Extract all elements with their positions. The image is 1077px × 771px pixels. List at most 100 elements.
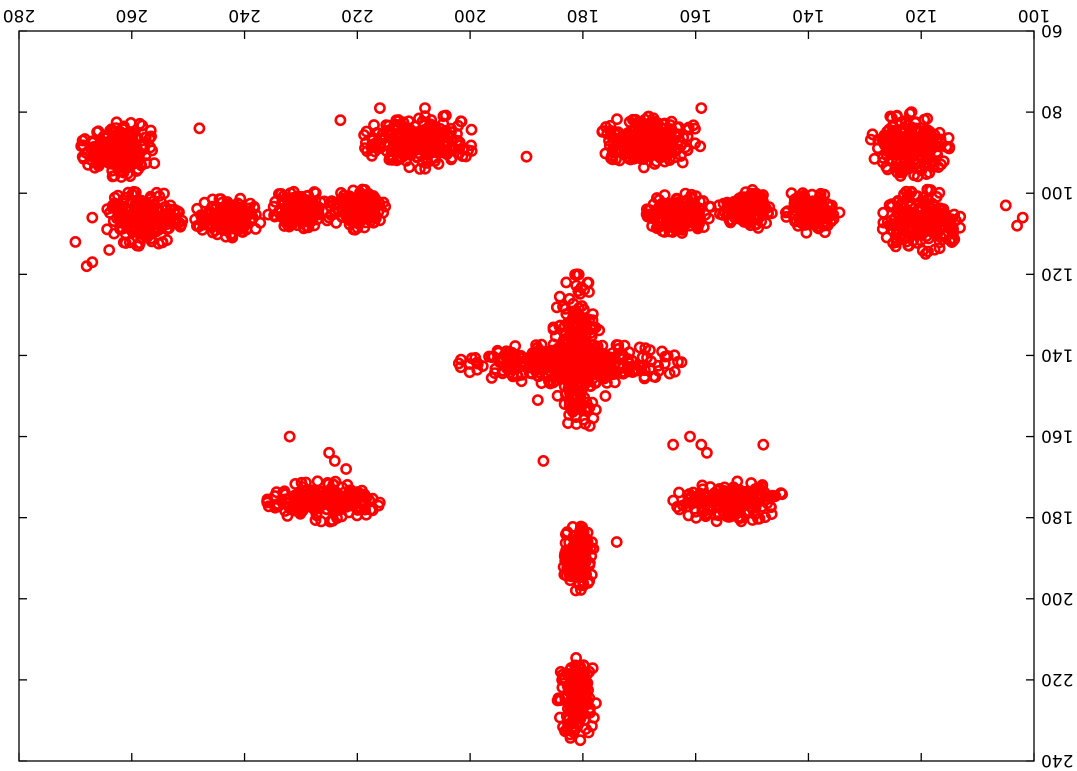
data-point xyxy=(355,488,368,501)
data-point xyxy=(546,345,559,358)
data-point xyxy=(529,364,542,377)
data-point xyxy=(393,153,406,165)
data-point xyxy=(323,446,335,459)
data-point xyxy=(880,132,893,144)
data-point xyxy=(676,156,689,169)
data-point xyxy=(356,183,369,196)
data-point xyxy=(595,357,607,369)
data-point xyxy=(283,430,296,443)
data-point xyxy=(723,486,735,499)
data-point xyxy=(476,360,489,373)
data-point xyxy=(328,455,341,467)
data-point xyxy=(572,559,585,572)
data-point xyxy=(124,223,137,236)
x-tick-label: 240 xyxy=(228,5,260,25)
data-point xyxy=(584,706,596,719)
data-point xyxy=(678,210,691,222)
data-point xyxy=(925,142,938,155)
data-point xyxy=(662,132,675,145)
x-tick-label: 280 xyxy=(3,5,35,25)
data-point xyxy=(668,365,681,378)
data-point xyxy=(340,463,352,475)
data-point xyxy=(607,351,620,364)
data-point xyxy=(324,197,337,209)
data-point xyxy=(657,214,670,227)
y-tick-labels: 60 80 100 120 140 160 180 200 220 240 xyxy=(1041,20,1073,770)
data-point xyxy=(699,208,712,221)
data-point xyxy=(402,145,414,158)
data-point xyxy=(891,152,904,165)
y-tick-label: 80 xyxy=(1041,101,1063,121)
data-point xyxy=(463,366,476,379)
data-point xyxy=(296,206,308,218)
data-point xyxy=(164,199,177,212)
data-point xyxy=(665,207,678,219)
data-point xyxy=(899,205,912,218)
y-tick-label: 140 xyxy=(1041,344,1073,364)
data-point xyxy=(572,543,585,556)
data-point xyxy=(899,115,912,127)
data-point xyxy=(152,237,165,250)
data-point xyxy=(130,197,143,209)
x-tick-label: 180 xyxy=(567,5,599,25)
data-point xyxy=(659,350,672,363)
data-point xyxy=(701,446,713,459)
data-point xyxy=(901,133,914,146)
data-point xyxy=(921,112,934,125)
data-point xyxy=(574,287,587,300)
data-point xyxy=(754,197,767,210)
data-point xyxy=(193,122,206,135)
data-point xyxy=(169,208,182,220)
data-point xyxy=(211,210,224,222)
data-point xyxy=(935,158,948,171)
data-point xyxy=(891,206,904,219)
data-point xyxy=(341,499,354,512)
x-tick-labels: 100 120 140 160 180 200 220 240 260 280 xyxy=(3,5,1050,25)
data-point xyxy=(673,486,685,499)
data-point xyxy=(904,220,916,233)
data-point xyxy=(553,320,566,333)
data-point xyxy=(780,211,793,223)
data-point xyxy=(433,136,446,149)
data-point xyxy=(523,357,536,370)
data-point xyxy=(91,126,103,138)
data-point xyxy=(633,341,646,354)
data-point xyxy=(752,513,764,525)
data-point xyxy=(636,150,649,162)
data-point xyxy=(571,312,584,324)
data-point xyxy=(908,148,921,161)
data-point xyxy=(137,210,150,222)
data-point xyxy=(609,126,622,138)
data-point xyxy=(622,146,634,159)
data-point xyxy=(923,209,936,221)
data-point xyxy=(515,375,528,388)
data-point xyxy=(820,215,833,228)
data-point xyxy=(652,365,665,377)
data-point xyxy=(559,302,572,315)
data-point xyxy=(330,198,343,211)
data-point xyxy=(312,208,325,221)
data-point xyxy=(578,669,591,681)
data-point xyxy=(922,245,934,258)
x-tick-label: 140 xyxy=(792,5,824,25)
data-point xyxy=(382,126,395,139)
data-point xyxy=(562,417,574,430)
data-point xyxy=(206,200,219,213)
data-point xyxy=(295,192,307,205)
data-point xyxy=(658,226,671,238)
data-point xyxy=(825,215,837,228)
data-point xyxy=(898,188,910,201)
data-point xyxy=(542,369,555,382)
data-point xyxy=(485,351,498,364)
data-point xyxy=(697,483,709,496)
data-point xyxy=(916,222,928,235)
data-point xyxy=(370,212,382,225)
data-point xyxy=(558,344,571,357)
data-point xyxy=(724,510,737,523)
data-point xyxy=(441,137,454,150)
data-point xyxy=(374,102,386,114)
data-point xyxy=(646,124,659,137)
data-point xyxy=(530,339,542,352)
data-point xyxy=(101,203,114,215)
data-point xyxy=(945,236,958,248)
